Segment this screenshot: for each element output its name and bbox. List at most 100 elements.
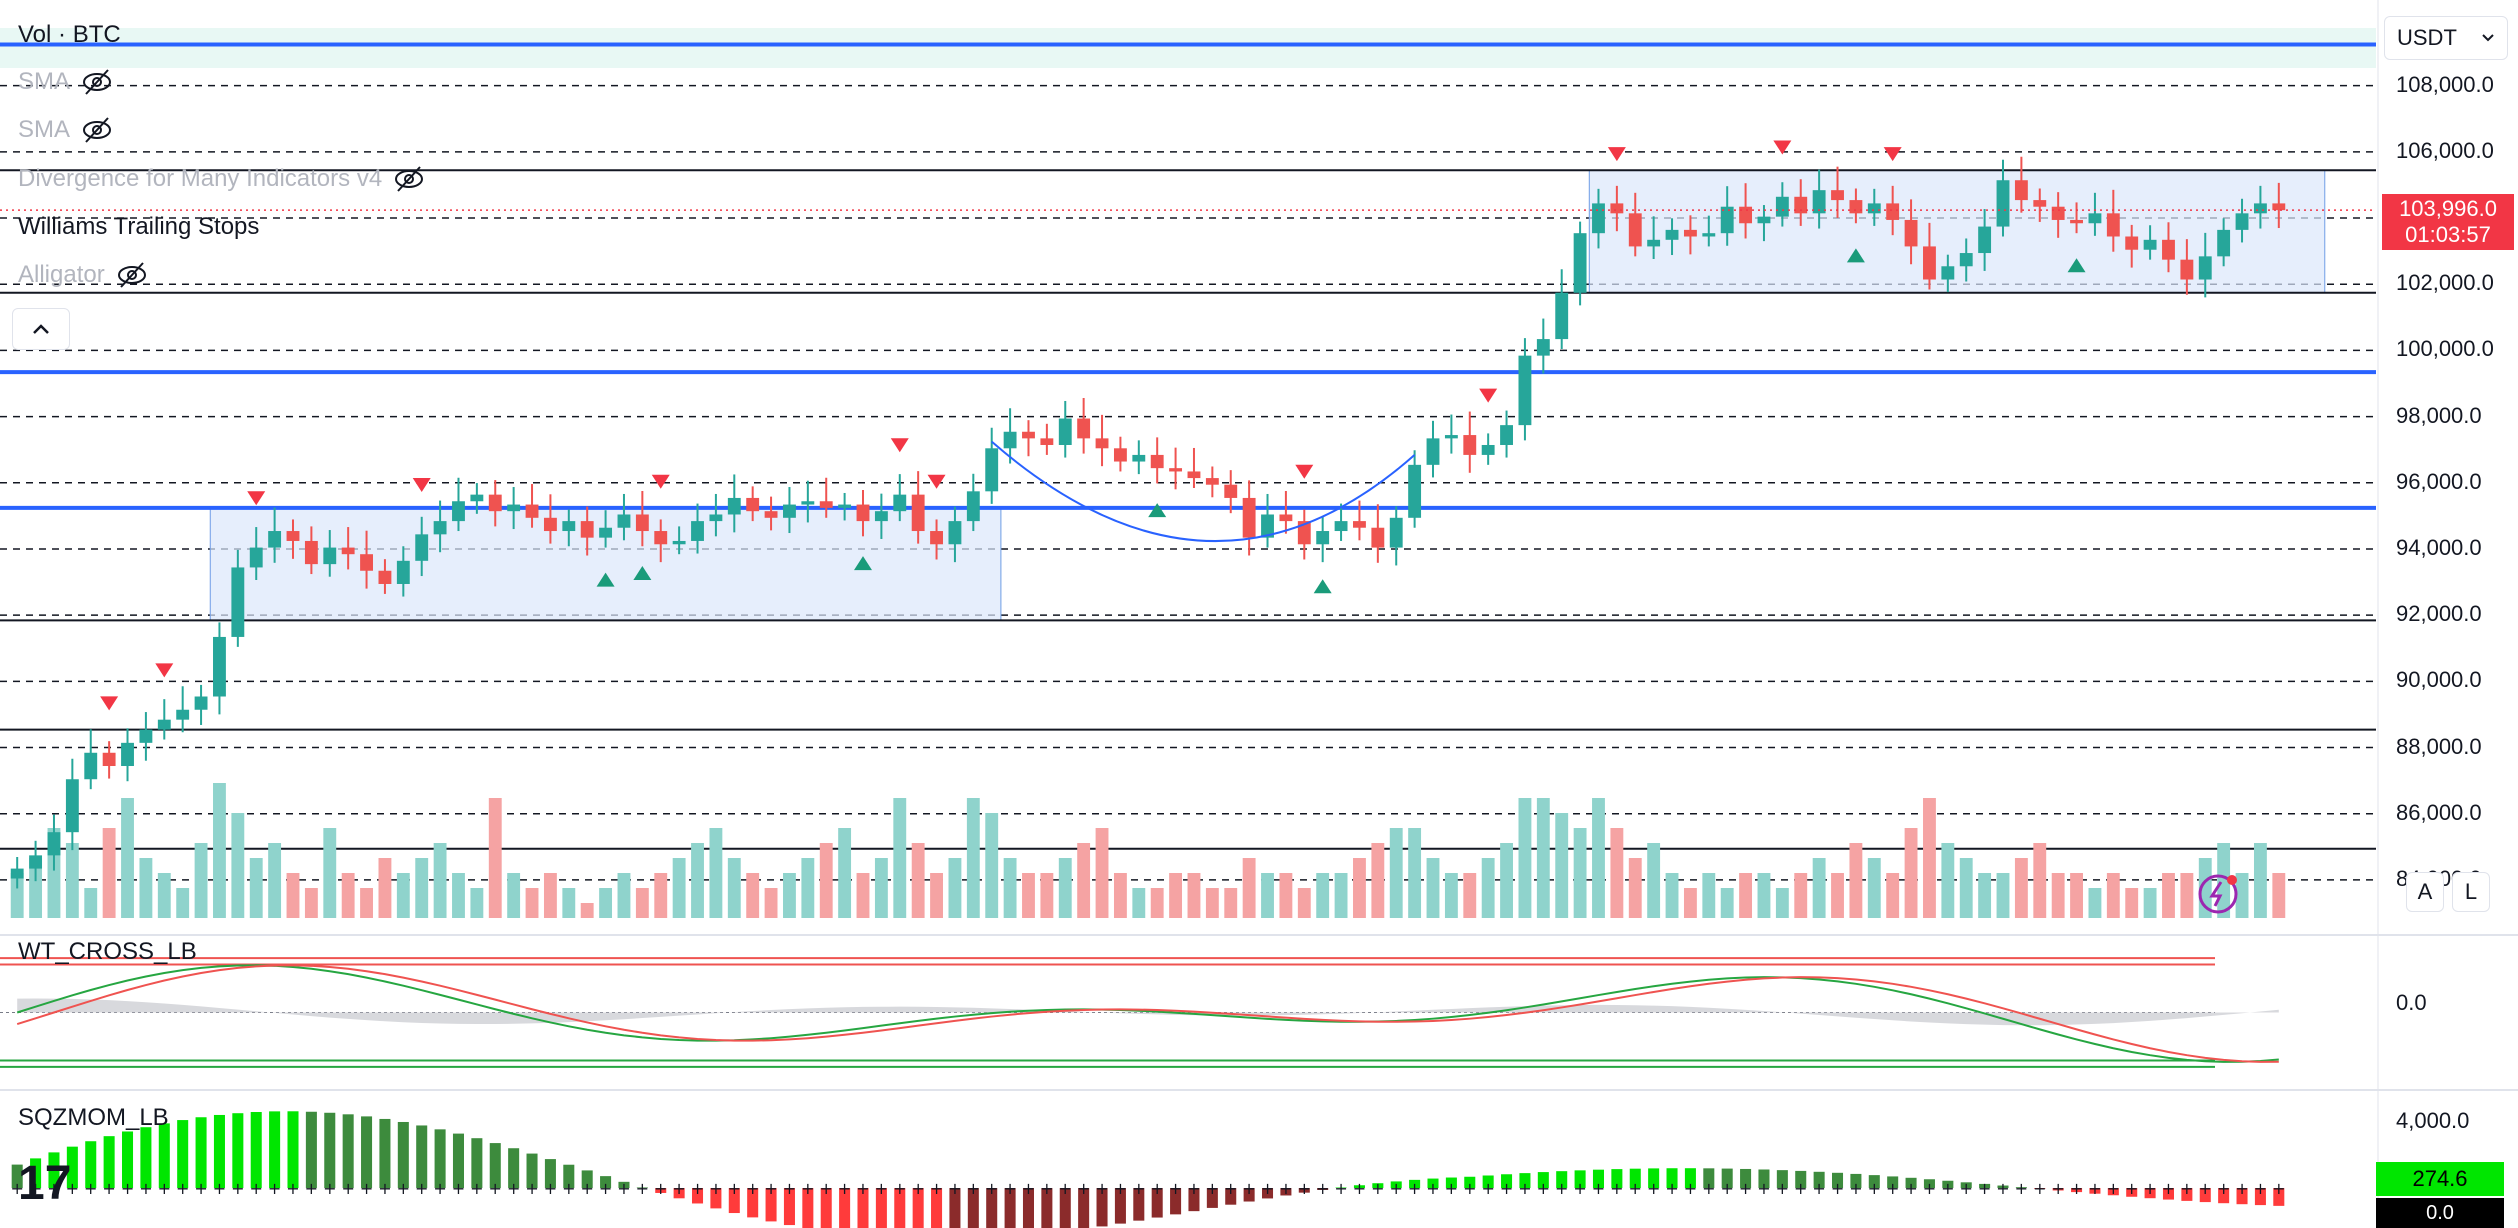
candle-body xyxy=(1040,438,1054,445)
eye-off-icon[interactable] xyxy=(392,164,426,194)
volume-bar xyxy=(1095,828,1109,918)
eye-off-icon[interactable] xyxy=(80,115,114,145)
legend-sma-2[interactable]: SMA xyxy=(18,115,114,145)
volume-bar xyxy=(691,843,704,918)
squeeze-dot: + xyxy=(1224,1179,1237,1198)
volume-bar xyxy=(635,888,649,918)
momentum-bar xyxy=(195,1117,207,1188)
candle-body xyxy=(304,540,318,565)
momentum-bar xyxy=(1096,1188,1108,1227)
candle-body xyxy=(1279,514,1293,522)
momentum-bar xyxy=(103,1136,115,1188)
momentum-bar xyxy=(636,1187,648,1188)
momentum-bar xyxy=(1758,1169,1770,1188)
candle-body xyxy=(433,521,447,535)
momentum-bar xyxy=(655,1188,667,1193)
price-tick-label: 88,000.0 xyxy=(2396,733,2482,759)
candle-body xyxy=(1665,229,1679,240)
fractal-down-marker xyxy=(155,663,174,678)
momentum-bar xyxy=(1078,1188,1090,1228)
squeeze-dot: + xyxy=(1353,1179,1366,1198)
volume-bar xyxy=(1610,828,1624,918)
collapse-legend-button[interactable] xyxy=(12,308,70,350)
candle-body xyxy=(580,521,594,538)
volume-bar xyxy=(819,843,833,918)
log-scale-button[interactable]: L xyxy=(2452,872,2490,912)
candle-body xyxy=(838,504,852,508)
candle-body xyxy=(1150,454,1164,469)
legend-sma-1-label: SMA xyxy=(18,68,71,95)
volume-bar xyxy=(525,888,539,918)
candle-body xyxy=(1408,464,1422,518)
currency-select[interactable]: USDT xyxy=(2384,16,2508,60)
momentum-bar xyxy=(1114,1188,1126,1224)
auto-scale-button[interactable]: A xyxy=(2406,872,2444,912)
candle-body xyxy=(1095,438,1109,449)
momentum-bar xyxy=(1372,1183,1384,1188)
candle-body xyxy=(1739,206,1753,224)
volume-bar xyxy=(1353,858,1366,918)
legend-divergence[interactable]: Divergence for Many Indicators v4 xyxy=(18,164,426,194)
squeeze-dot: + xyxy=(2254,1179,2267,1198)
squeeze-dot: + xyxy=(286,1179,299,1198)
volume-bar xyxy=(1573,828,1587,918)
squeeze-dot: + xyxy=(2125,1179,2138,1198)
eye-off-icon[interactable] xyxy=(115,260,149,290)
candle-body xyxy=(65,779,79,833)
lightning-icon[interactable] xyxy=(2196,872,2240,916)
candle-body xyxy=(1923,246,1936,280)
volume-bar xyxy=(654,873,668,918)
volume-bar xyxy=(2143,888,2157,918)
candle-body xyxy=(2253,203,2267,214)
price-tick-label: 100,000.0 xyxy=(2396,336,2494,362)
volume-bar xyxy=(249,858,263,918)
squeeze-dot: + xyxy=(801,1179,814,1198)
volume-bar xyxy=(1205,888,1219,918)
momentum-bar xyxy=(1059,1188,1071,1228)
squeeze-dot: + xyxy=(1555,1179,1568,1198)
squeeze-dot: + xyxy=(433,1179,446,1198)
squeeze-dot: + xyxy=(1390,1179,1403,1198)
momentum-bar xyxy=(2126,1188,2138,1197)
squeeze-dot: + xyxy=(507,1179,520,1198)
volume-bar xyxy=(488,798,502,918)
candle-body xyxy=(1463,435,1477,455)
momentum-bar xyxy=(1206,1188,1218,1208)
momentum-bar xyxy=(1501,1174,1513,1188)
squeeze-dot: + xyxy=(1886,1179,1899,1198)
sqzmom-title: SQZMOM_LB xyxy=(18,1104,169,1131)
fractal-down-marker xyxy=(890,438,909,453)
squeeze-dot: + xyxy=(1206,1179,1219,1198)
eye-off-icon[interactable] xyxy=(80,67,114,97)
squeeze-dot: + xyxy=(746,1179,759,1198)
squeeze-dot: + xyxy=(1720,1179,1733,1198)
candle-body xyxy=(1610,203,1624,214)
squeeze-dot: + xyxy=(2143,1179,2156,1198)
squeeze-dot: + xyxy=(580,1179,593,1198)
legend-sma-1[interactable]: SMA xyxy=(18,67,114,97)
candle-body xyxy=(268,531,282,548)
volume-bar xyxy=(1739,873,1753,918)
candle-body xyxy=(1886,203,1900,220)
squeeze-dot: + xyxy=(893,1179,906,1198)
momentum-bar xyxy=(673,1188,685,1199)
volume-bar xyxy=(84,888,98,918)
candle-body xyxy=(2125,236,2139,250)
legend-alligator[interactable]: Alligator xyxy=(18,260,149,290)
squeeze-dot: + xyxy=(470,1179,483,1198)
candle-body xyxy=(1592,203,1605,234)
candle-body xyxy=(1297,521,1311,545)
legend-williams[interactable]: Williams Trailing Stops xyxy=(18,212,259,242)
legend-volume[interactable]: Vol · BTC xyxy=(18,20,121,50)
volume-bar xyxy=(617,873,631,918)
volume-bar xyxy=(1775,888,1789,918)
squeeze-dot: + xyxy=(10,1179,23,1198)
volume-bar xyxy=(2235,873,2249,918)
candle-body xyxy=(525,504,539,518)
volume-bar xyxy=(1647,843,1661,918)
volume-bar xyxy=(341,873,355,918)
volume-bar xyxy=(378,858,392,918)
legend-alligator-label: Alligator xyxy=(18,261,105,288)
